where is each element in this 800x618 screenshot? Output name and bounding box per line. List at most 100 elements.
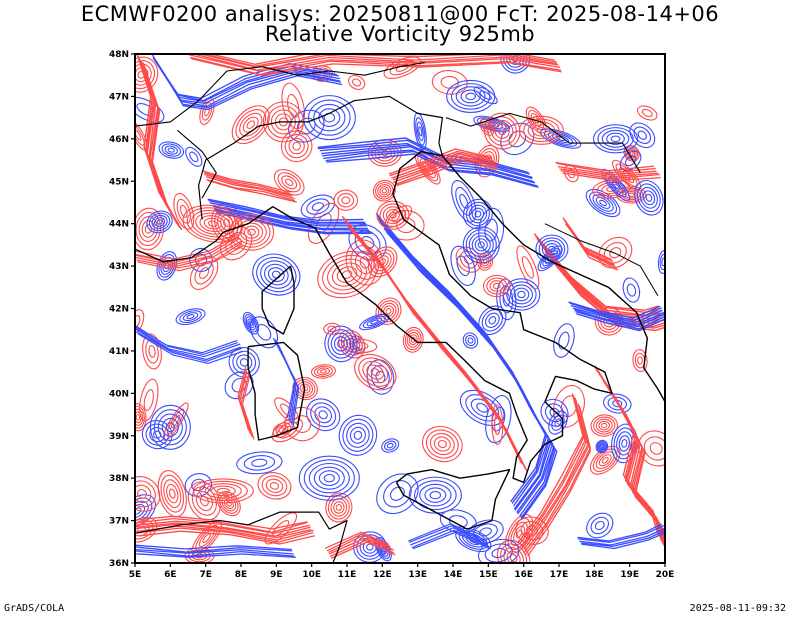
positive-contour [135, 237, 241, 265]
lat-tick-label: 48N [109, 50, 129, 60]
generation-timestamp: 2025-08-11-09:32 [689, 603, 786, 614]
coastline-segment [445, 112, 641, 174]
lon-tick-label: 17E [550, 570, 569, 580]
positive-contour [562, 172, 661, 182]
lon-tick-label: 20E [656, 570, 675, 580]
negative-vorticity-cell [376, 473, 419, 515]
negative-vorticity-cell [338, 414, 378, 456]
positive-contour [329, 539, 395, 558]
positive-vorticity-cell [483, 112, 521, 150]
lon-tick-label: 5E [129, 570, 141, 580]
negative-contour [136, 553, 296, 559]
lat-tick-label: 45N [109, 177, 129, 187]
positive-vorticity-cell [333, 189, 359, 211]
positive-vorticity-cell [135, 475, 161, 512]
positive-vorticity-cell [135, 308, 145, 335]
coastline-segment [135, 61, 425, 127]
positive-vorticity-cell [354, 353, 397, 391]
lon-tick-label: 8E [235, 570, 247, 580]
lon-tick-label: 7E [199, 570, 211, 580]
negative-contour [212, 205, 368, 230]
positive-contour [527, 407, 592, 557]
positive-vorticity-cell [199, 97, 215, 125]
negative-contour [208, 199, 366, 224]
positive-contour [135, 520, 310, 534]
negative-vorticity-cell [450, 245, 476, 287]
negative-vorticity-cell [478, 305, 507, 336]
coastline [135, 61, 665, 563]
positive-contour [197, 54, 558, 68]
negative-contour [377, 215, 548, 504]
negative-vorticity-cell [175, 308, 206, 326]
lon-tick-label: 11E [338, 570, 357, 580]
positive-contour [396, 159, 499, 187]
positive-vorticity-cell [590, 414, 619, 437]
lon-tick-label: 6E [164, 570, 176, 580]
positive-contour [139, 530, 316, 545]
negative-vorticity-cell [451, 180, 477, 223]
positive-contour [203, 172, 292, 196]
negative-vorticity-cell [156, 251, 178, 281]
negative-vorticity-cell [446, 79, 496, 113]
positive-vorticity-cell [598, 236, 633, 269]
positive-vorticity-cell [482, 274, 511, 298]
negative-vorticity-cell [408, 476, 462, 514]
coastline-segment [247, 511, 348, 563]
lat-tick-label: 40N [109, 389, 129, 399]
positive-contour [137, 527, 314, 543]
negative-vorticity-cell [146, 210, 173, 234]
positive-contour [135, 234, 238, 260]
negative-vorticity-cell [298, 455, 360, 501]
negative-vorticity-cell [302, 95, 356, 141]
positive-vorticity-cell [376, 200, 410, 230]
negative-vorticity-cell [462, 226, 500, 264]
negative-contour [574, 309, 665, 328]
negative-vorticity-cell [622, 277, 641, 303]
negative-contour [135, 328, 242, 361]
positive-contour [523, 401, 589, 550]
lon-tick-label: 19E [620, 570, 639, 580]
lat-tick-label: 44N [109, 220, 129, 230]
lon-tick-label: 16E [514, 570, 533, 580]
positive-contour [539, 242, 665, 320]
positive-contour [600, 376, 665, 547]
positive-contour [207, 54, 555, 65]
negative-contour [278, 345, 300, 427]
negative-contour [317, 137, 529, 174]
negative-contour [575, 313, 665, 332]
negative-vorticity-cell [236, 451, 283, 475]
negative-vorticity-cell [595, 439, 609, 454]
positive-vorticity-cell [272, 422, 292, 438]
negative-vorticity-cell [149, 404, 191, 450]
negative-vorticity-cell [585, 188, 621, 218]
negative-contour [214, 208, 370, 231]
coastline-segment [544, 223, 659, 297]
coastline-segment [395, 469, 511, 530]
lon-tick-label: 18E [585, 570, 604, 580]
negative-contour [135, 548, 294, 555]
positive-contour [392, 155, 497, 184]
lon-tick-label: 15E [479, 570, 498, 580]
positive-contour [207, 179, 297, 203]
lat-tick-label: 38N [109, 474, 129, 484]
positive-contour [559, 168, 659, 178]
negative-vorticity-cell [135, 96, 165, 123]
positive-contour [557, 165, 657, 176]
coastline-segment [247, 341, 306, 441]
positive-contour [241, 375, 255, 440]
negative-contour [209, 202, 367, 225]
positive-contour [391, 152, 494, 179]
negative-contour [322, 146, 535, 183]
positive-vorticity-cell [516, 245, 540, 290]
coastline-segment [198, 95, 443, 220]
positive-contour [204, 173, 293, 197]
map-title: ECMWF0200 analisys: 20250811@00 FcT: 202… [80, 2, 720, 26]
negative-contour [159, 66, 343, 111]
positive-vorticity-cell [637, 430, 665, 467]
positive-contour [144, 68, 183, 231]
positive-vorticity-cell [310, 364, 336, 379]
negative-vorticity-cell [502, 278, 541, 311]
positive-vorticity-cell [135, 403, 147, 432]
negative-vorticity-cell [359, 313, 390, 331]
